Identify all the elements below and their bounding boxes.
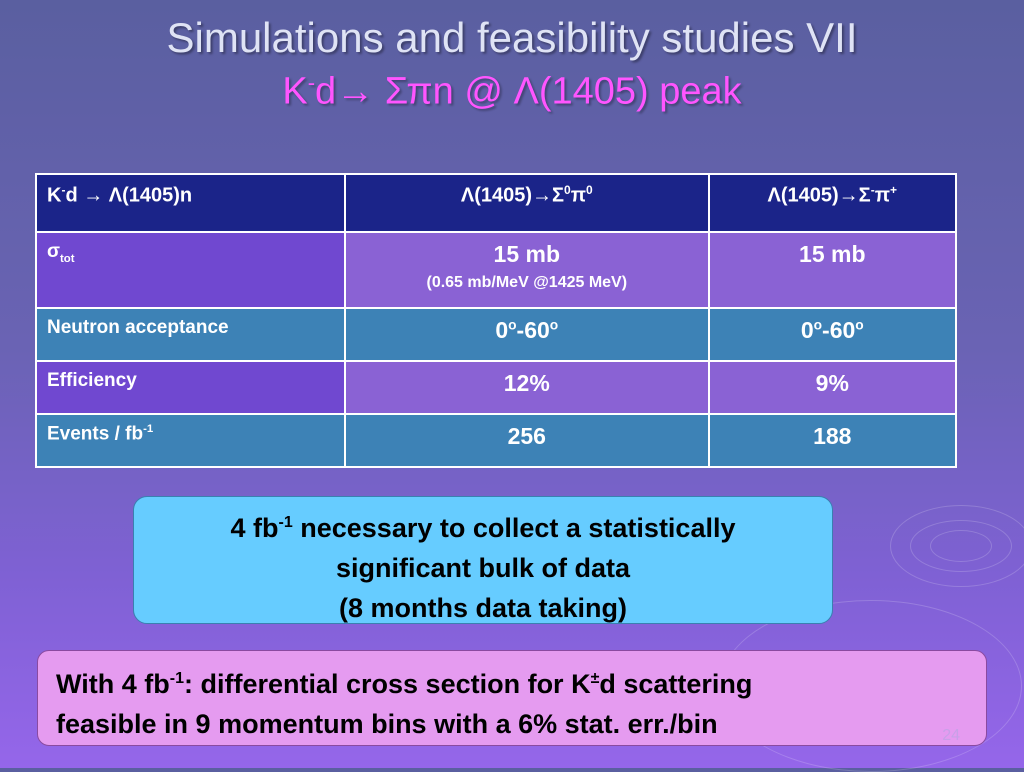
row-label-events: Events / fb-1 xyxy=(35,413,346,468)
cell-events-c1: 256 xyxy=(344,413,710,468)
table-row-events: Events / fb-1 256 188 xyxy=(35,413,958,468)
cell-acceptance-c1: 0o-60o xyxy=(344,307,710,362)
cell-sigma-c1: 15 mb (0.65 mb/MeV @1425 MeV) xyxy=(344,231,710,309)
cell-events-c2: 188 xyxy=(707,413,958,468)
note-line-2: significant bulk of data xyxy=(335,553,631,583)
table-header-row: K-d → Λ(1405)n Λ(1405)→Σ0π0 Λ(1405)→Σ-π+ xyxy=(35,173,958,233)
swirl-decoration xyxy=(910,520,1012,572)
table-row-cross-section: σtot 15 mb (0.65 mb/MeV @1425 MeV) 15 mb xyxy=(35,231,958,309)
slide-subtitle: K-d→ Σπn @ Λ(1405) peak xyxy=(282,70,742,113)
note-line-1: 4 fb-1 necessary to collect a statistica… xyxy=(230,513,736,543)
header-cell-sigmaminus-piplus: Λ(1405)→Σ-π+ xyxy=(707,173,958,233)
table-row-efficiency: Efficiency 12% 9% xyxy=(35,360,958,415)
header-cell-sigma0-pi0: Λ(1405)→Σ0π0 xyxy=(344,173,710,233)
slide-title: Simulations and feasibility studies VII xyxy=(166,14,858,61)
note-box-data-taking: 4 fb-1 necessary to collect a statistica… xyxy=(133,496,833,624)
cell-sigma-c1-note: (0.65 mb/MeV @1425 MeV) xyxy=(426,274,628,291)
row-label-acceptance: Neutron acceptance xyxy=(35,307,346,362)
note-box-cross-section: With 4 fb-1: differential cross section … xyxy=(37,650,987,746)
row-label-efficiency: Efficiency xyxy=(35,360,346,415)
cell-efficiency-c2: 9% xyxy=(707,360,958,415)
conclusion-line-1: With 4 fb-1: differential cross section … xyxy=(56,669,753,699)
header-cell-reaction: K-d → Λ(1405)n xyxy=(35,173,346,233)
conclusion-line-2: feasible in 9 momentum bins with a 6% st… xyxy=(56,709,718,739)
slide-number: 24 xyxy=(942,727,960,744)
table-row-acceptance: Neutron acceptance 0o-60o 0o-60o xyxy=(35,307,958,362)
swirl-decoration xyxy=(930,530,992,562)
results-table: K-d → Λ(1405)n Λ(1405)→Σ0π0 Λ(1405)→Σ-π+… xyxy=(35,173,958,468)
cell-efficiency-c1: 12% xyxy=(344,360,710,415)
cell-acceptance-c2: 0o-60o xyxy=(707,307,958,362)
note-line-3: (8 months data taking) xyxy=(338,593,628,623)
cell-sigma-c2: 15 mb xyxy=(707,231,958,309)
swirl-decoration xyxy=(890,505,1024,587)
row-label-sigma-tot: σtot xyxy=(35,231,346,309)
